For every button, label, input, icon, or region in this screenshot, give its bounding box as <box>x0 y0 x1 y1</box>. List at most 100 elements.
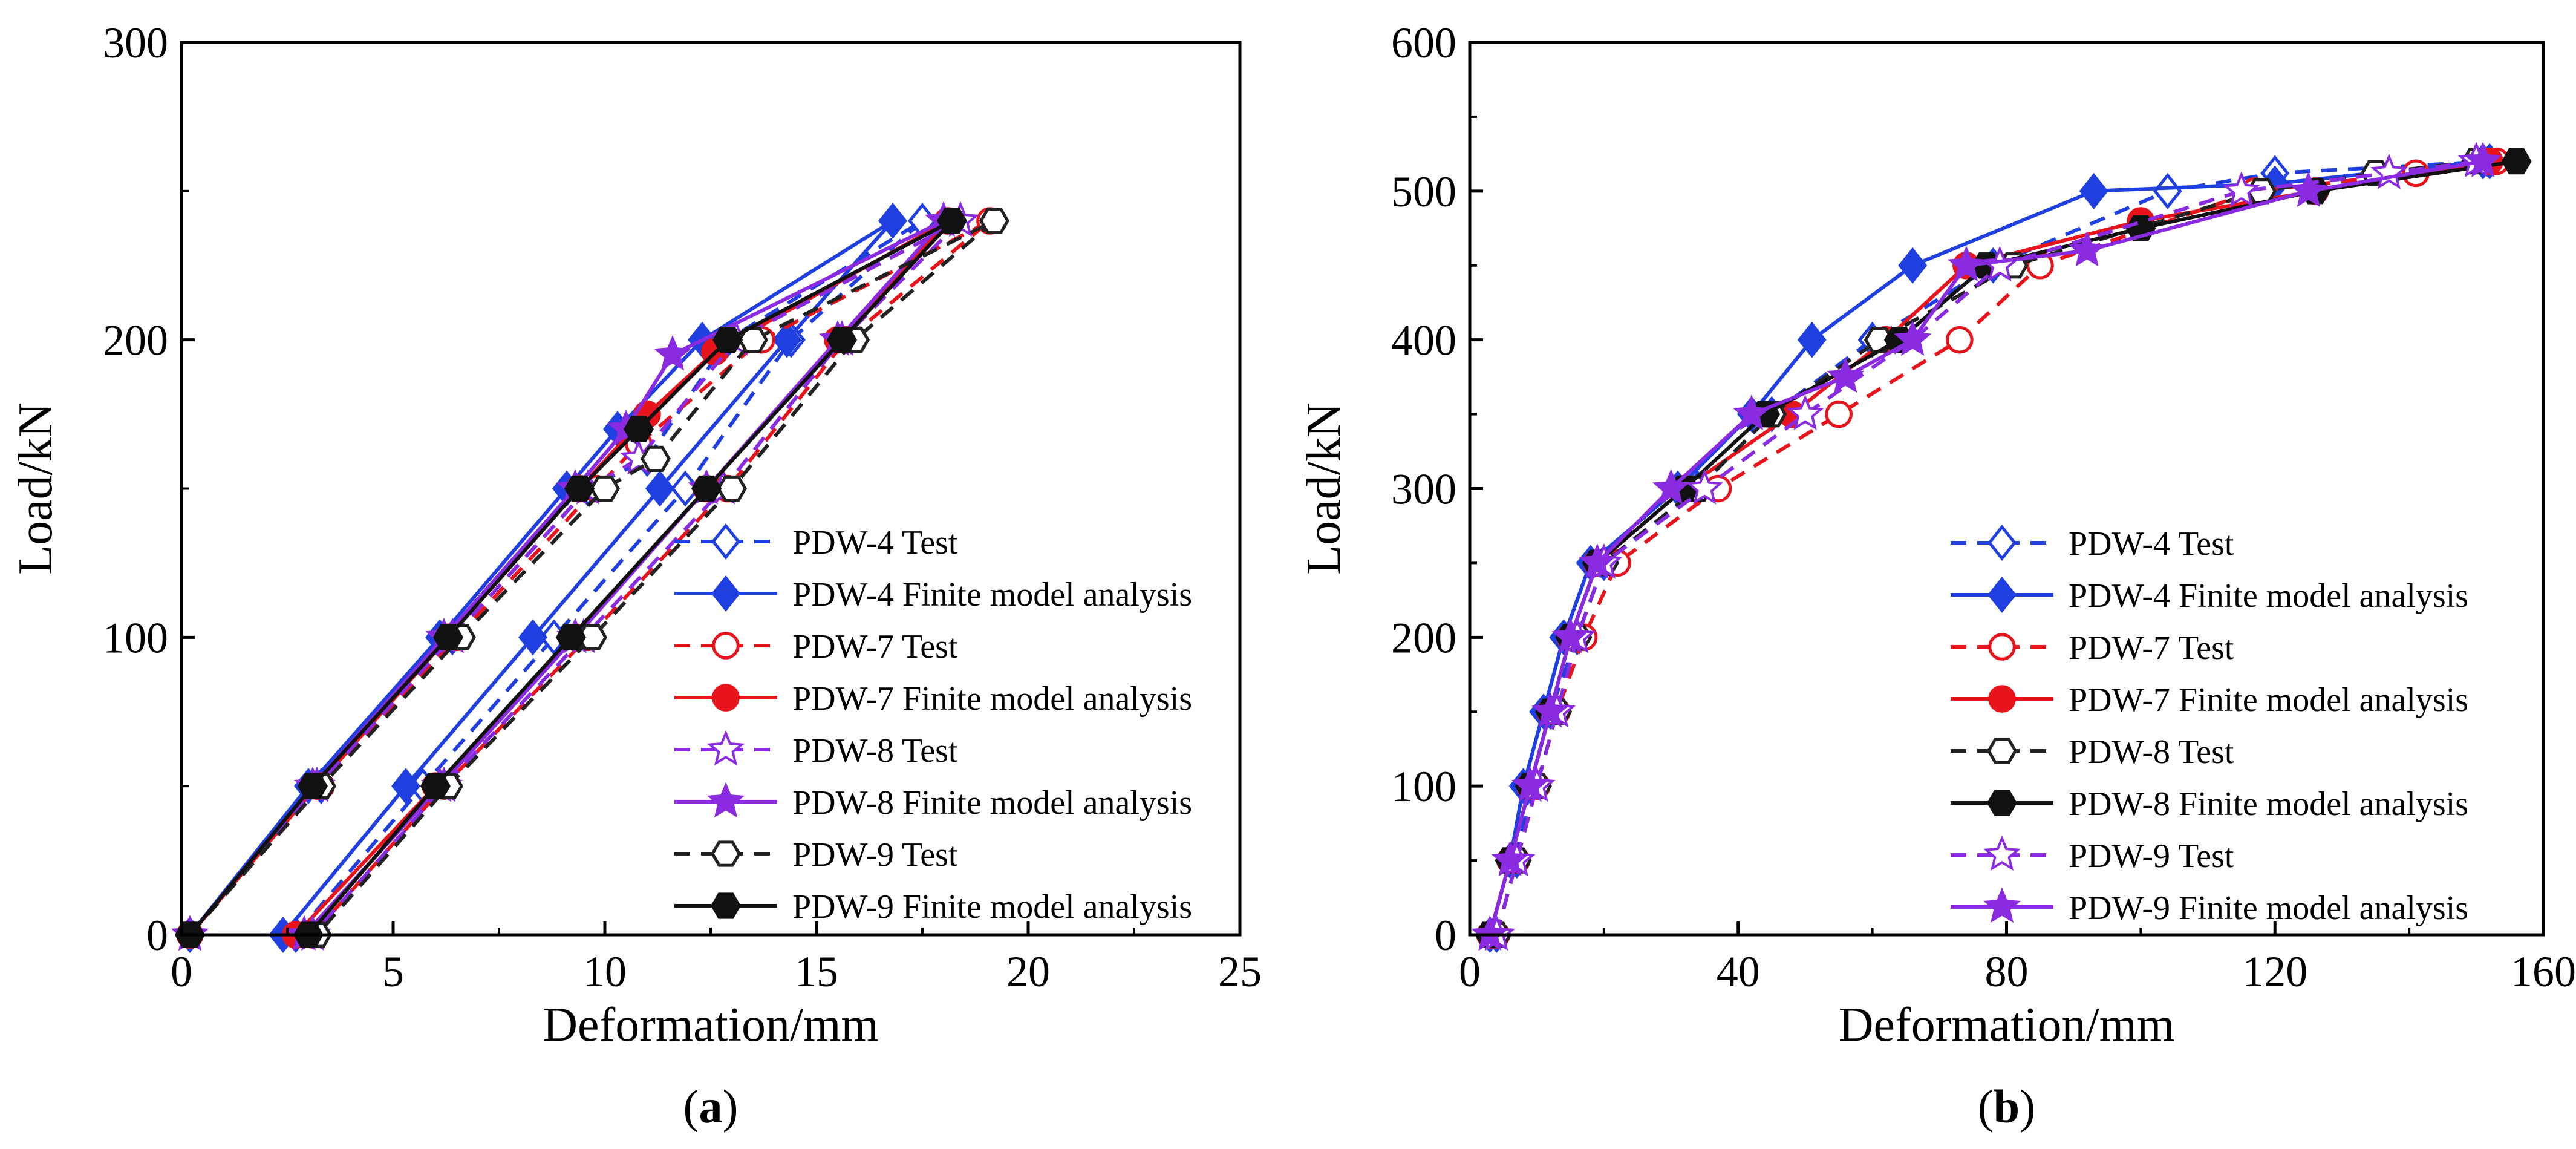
panel-a-legend-item: PDW-4 Finite model analysis <box>674 575 1192 614</box>
panel-b-x-tick-label: 0 <box>1459 948 1481 996</box>
panel-b-data-point <box>1551 617 1590 653</box>
panel-a-legend-item: PDW-4 Test <box>674 523 958 561</box>
panel-b-data-point <box>2464 142 2502 178</box>
panel-a-data-point <box>518 619 548 656</box>
panel-b-data-point <box>1652 468 1690 505</box>
panel-a-legend-marker <box>711 840 741 867</box>
panel-a-legend-item: PDW-8 Test <box>674 730 958 770</box>
panel-b-x-axis-title: Deformation/mm <box>1839 998 2174 1052</box>
panel-b-data-point <box>1898 247 1928 284</box>
panel-a-legend-marker <box>707 730 745 766</box>
panel-a-x-tick-label: 20 <box>1006 948 1050 996</box>
panel-b-y-tick-label: 500 <box>1391 168 1456 216</box>
panel-a-legend: PDW-4 Test PDW-4 Finite model analysis PDW… <box>674 523 1192 926</box>
panel-b-legend-marker <box>1983 887 2021 923</box>
panel-a-x-tick-label: 10 <box>583 948 627 996</box>
panel-a-data-point <box>420 773 451 799</box>
panel-a-legend-marker <box>712 632 740 660</box>
panel-b-legend-marker <box>1988 685 2016 713</box>
panel-b-y-tick-label: 300 <box>1391 465 1456 514</box>
panel-b-y-tick-label: 0 <box>1435 911 1456 960</box>
panel-a-legend-item: PDW-9 Test <box>674 836 958 874</box>
panel-b-series-line <box>1488 159 2483 935</box>
panel-b-data-point <box>1511 766 1549 802</box>
panel-a-legend-label: PDW-7 Finite model analysis <box>792 680 1192 718</box>
panel-a-legend-label: PDW-7 Test <box>792 628 958 666</box>
panel-a-series-line <box>188 219 962 936</box>
panel-a-data-point <box>712 327 743 353</box>
panel-b-legend-marker <box>1987 576 2017 614</box>
panel-b-data-point <box>1471 915 1509 951</box>
panel-a-data-point <box>691 475 722 502</box>
panel-a-legend-marker <box>711 575 741 612</box>
panel-a-x-tick-label: 5 <box>382 948 404 996</box>
panel-b-legend-item: PDW-7 Test <box>1951 629 2234 667</box>
panel-a-series-line <box>188 219 996 936</box>
panel-b-legend-marker <box>1987 738 2017 764</box>
panel-b-legend-item: PDW-4 Finite model analysis <box>1951 576 2468 615</box>
panel-a-y-tick-label: 100 <box>103 614 168 662</box>
panel-a-y-tick-label: 0 <box>146 911 168 960</box>
panel-b-legend-marker <box>1987 524 2017 561</box>
panel-a-data-point <box>391 768 421 805</box>
panel-a-y-tick-label: 300 <box>103 19 168 67</box>
panel-a-legend-item: PDW-7 Test <box>674 628 958 666</box>
panel-b-legend-label: PDW-9 Finite model analysis <box>2069 889 2468 927</box>
panel-a: 0 5 10 15 20 25 0 100 200 300 Deformation/mm Load… <box>9 19 1262 1133</box>
panel-a-label: (a) <box>683 1080 739 1133</box>
panel-b-data-point <box>1946 326 1974 354</box>
panel-b-data-point <box>2153 172 2182 209</box>
panel-a-legend-label: PDW-8 Finite model analysis <box>792 784 1192 822</box>
panel-a-series-line <box>188 219 945 937</box>
panel-b-y-axis-title: Load/kN <box>1297 402 1351 574</box>
panel-b-data-point <box>2501 148 2532 175</box>
panel-b-data-point <box>1797 321 1827 358</box>
panel-a-series-pdw-9-finite-model-analysis <box>175 208 967 948</box>
panel-b-data-point <box>1827 357 1865 393</box>
panel-a-legend-label: PDW-4 Finite model analysis <box>792 576 1192 614</box>
panel-a-data-point <box>298 773 328 799</box>
panel-a-data-point <box>937 208 967 234</box>
panel-a-data-point <box>878 202 908 240</box>
panel-a-data-point <box>717 475 747 502</box>
panel-b-legend-label: PDW-7 Finite model analysis <box>2069 681 2468 719</box>
panel-a-data-point <box>590 475 620 502</box>
panel-b-legend-item: PDW-8 Test <box>1951 733 2234 771</box>
panel-a-series-line <box>188 219 895 936</box>
panel-a-x-tick-label: 15 <box>795 948 838 996</box>
panel-a-legend-label: PDW-8 Test <box>792 732 958 770</box>
panel-a-legend-marker <box>711 892 741 919</box>
panel-b-legend-marker <box>1983 835 2021 871</box>
panel-a-data-point <box>772 321 802 358</box>
panel-a-x-axis-title: Deformation/mm <box>543 998 878 1052</box>
panel-b-data-point <box>1578 543 1616 579</box>
panel-a-x-tick-label: 25 <box>1218 948 1262 996</box>
panel-b-x-tick-label: 80 <box>1985 948 2029 996</box>
panel-a-data-point <box>564 475 595 502</box>
panel-a-legend-label: PDW-9 Test <box>792 836 958 874</box>
panel-a-data-point <box>433 624 463 650</box>
panel-b-x-tick-label: 120 <box>2242 948 2307 996</box>
panel-b-data-point <box>2289 171 2327 208</box>
panel-b-legend-label: PDW-9 Test <box>2069 837 2234 875</box>
panel-b-x-tick-label: 160 <box>2511 948 2576 996</box>
panel-a-legend-marker <box>707 782 745 818</box>
panel-a-y-tick-label: 200 <box>103 316 168 365</box>
panel-b-legend-item: PDW-8 Finite model analysis <box>1951 785 2468 823</box>
panel-b-legend-marker <box>1987 790 2017 816</box>
panel-b-data-point <box>1733 394 1770 430</box>
panel-b-legend: PDW-4 Test PDW-4 Finite model analysis PDW… <box>1951 524 2468 927</box>
panel-b-legend-marker <box>1988 633 2016 661</box>
panel-a-data-point <box>624 416 654 442</box>
panel-a-legend-marker <box>712 684 740 712</box>
panel-b-data-point <box>1686 468 1724 505</box>
panel-b-data-point <box>1825 400 1853 428</box>
panel-a-series-line <box>188 219 924 936</box>
panel-b-series-pdw-9-finite-model-analysis <box>1471 142 2502 951</box>
panel-a-data-point <box>556 624 586 650</box>
panel-b-x-tick-label: 40 <box>1717 948 1760 996</box>
panel-b-data-point <box>2068 231 2106 267</box>
panel-b-data-point <box>2222 171 2260 208</box>
panel-b-legend-label: PDW-7 Test <box>2069 629 2234 667</box>
